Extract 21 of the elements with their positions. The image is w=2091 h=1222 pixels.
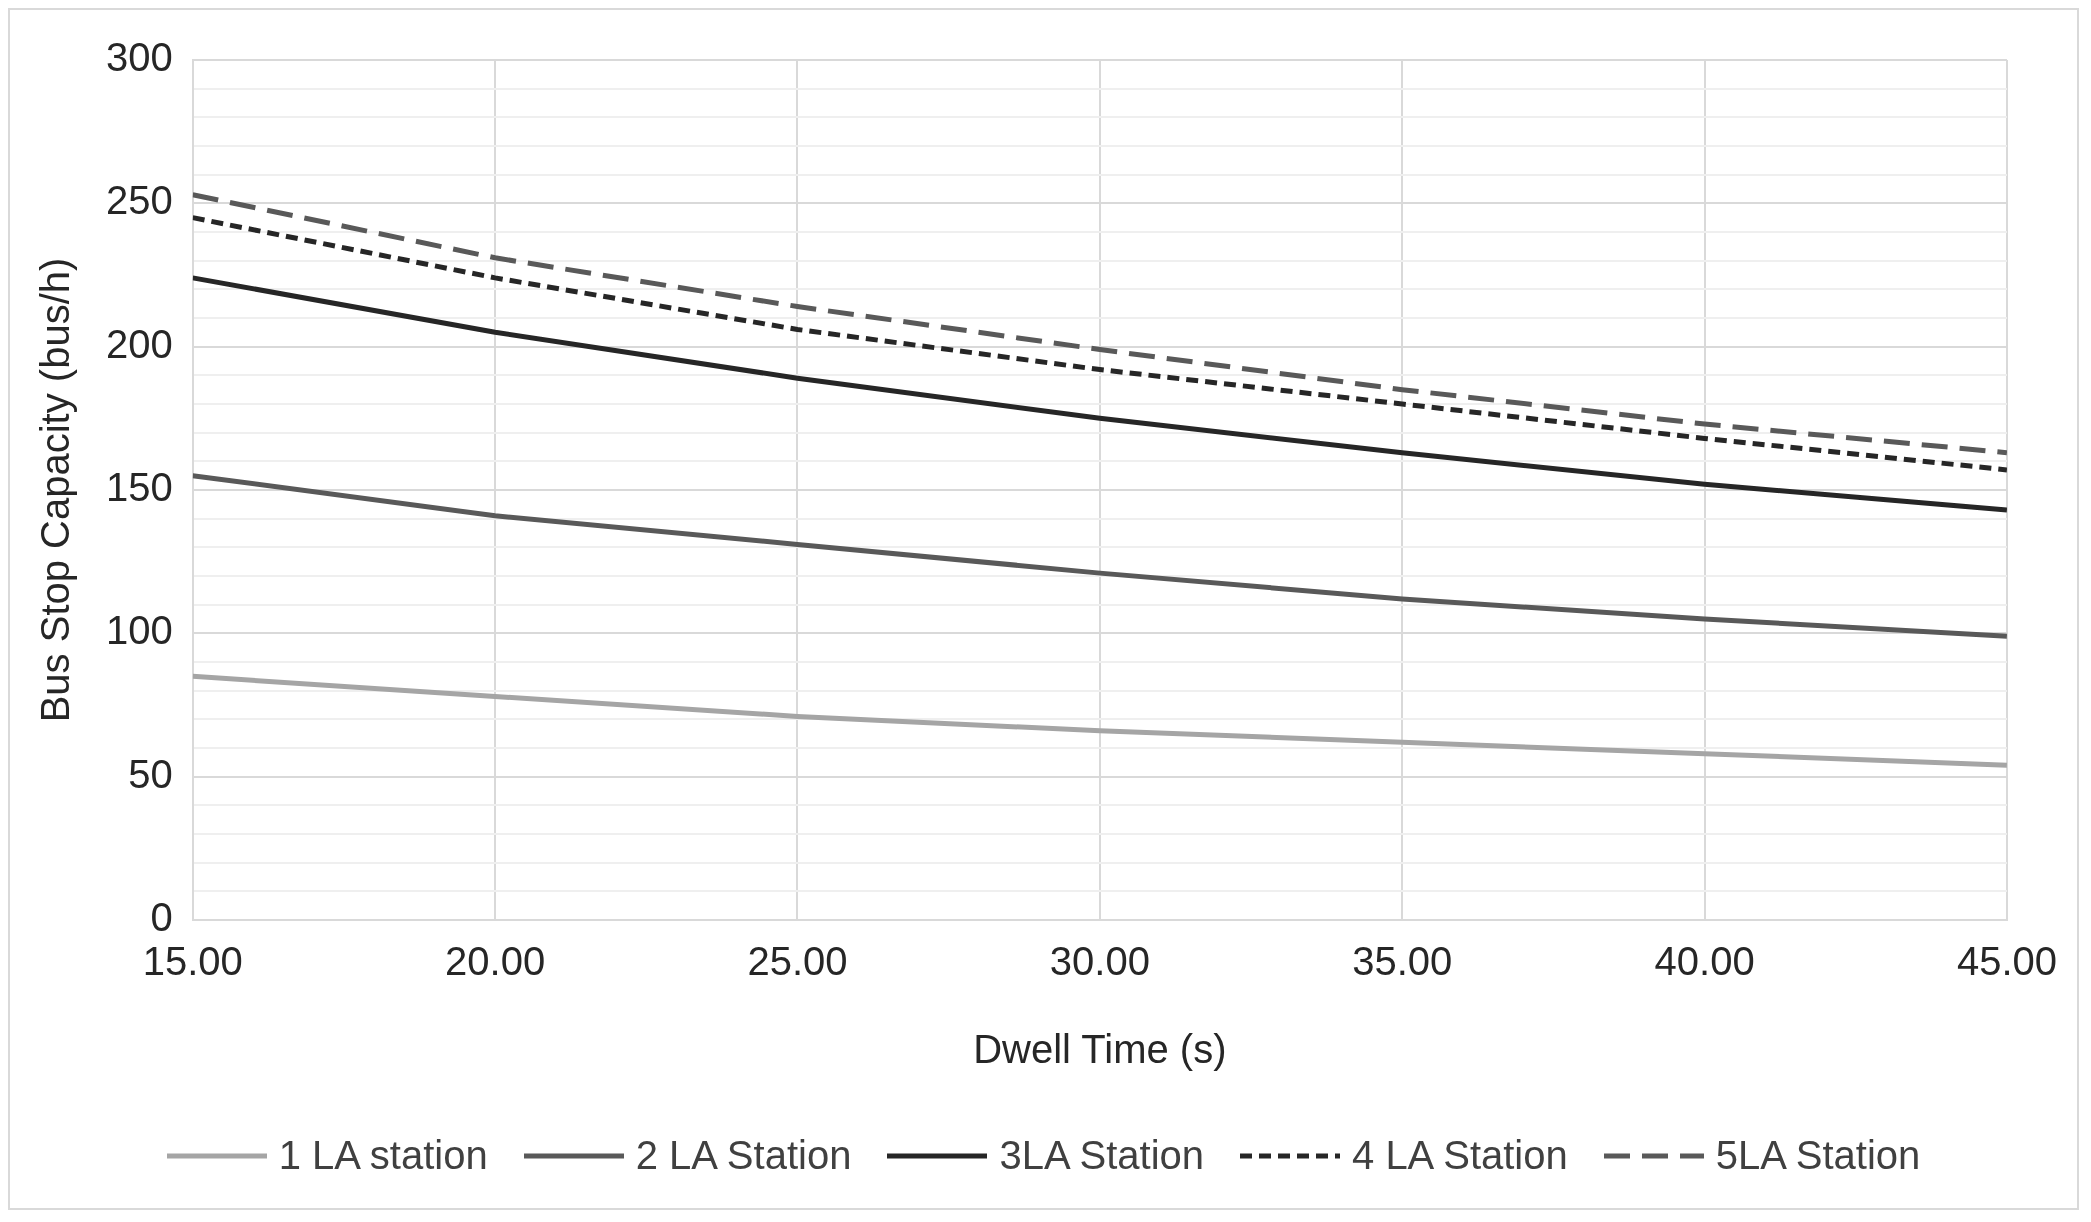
y-tick-label: 300 xyxy=(105,35,173,80)
x-tick-label: 30.00 xyxy=(1049,939,1150,984)
legend-label: 5LA Station xyxy=(1715,1133,1921,1178)
legend-label: 1 LA station xyxy=(278,1133,488,1178)
legend-label: 2 LA Station xyxy=(635,1133,852,1178)
x-tick-label: 25.00 xyxy=(747,939,848,984)
y-tick-label: 150 xyxy=(105,465,173,510)
y-tick-label: 100 xyxy=(105,608,173,653)
x-axis-title: Dwell Time (s) xyxy=(973,1027,1227,1072)
x-tick-label: 40.00 xyxy=(1654,939,1755,984)
y-tick-label: 0 xyxy=(150,895,173,940)
legend-label: 4 LA Station xyxy=(1352,1133,1568,1178)
x-tick-label: 35.00 xyxy=(1352,939,1453,984)
x-tick-label: 15.00 xyxy=(142,939,243,984)
y-tick-label: 200 xyxy=(105,321,173,366)
y-axis-title: Bus Stop Capacity (bus/h) xyxy=(33,257,78,723)
y-tick-label: 250 xyxy=(105,178,173,223)
x-tick-label: 45.00 xyxy=(1956,939,2058,984)
legend-label: 3LA Station xyxy=(999,1133,1205,1178)
y-tick-label: 50 xyxy=(128,751,173,796)
x-tick-label: 20.00 xyxy=(445,939,546,984)
